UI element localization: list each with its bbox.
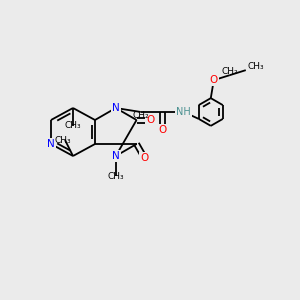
Text: N: N [112, 103, 120, 113]
Text: CH₃: CH₃ [55, 136, 71, 145]
Text: CH₃: CH₃ [65, 121, 81, 130]
Text: CH₂: CH₂ [221, 67, 238, 76]
Text: CH₃: CH₃ [248, 62, 264, 71]
Text: O: O [140, 153, 149, 163]
Text: N: N [47, 139, 55, 149]
Text: O: O [159, 125, 167, 135]
Text: N: N [112, 151, 120, 161]
Text: NH: NH [176, 107, 191, 117]
Text: O: O [210, 75, 218, 85]
Text: CH₂: CH₂ [133, 111, 149, 120]
Text: O: O [146, 115, 155, 125]
Text: CH₃: CH₃ [107, 172, 124, 181]
